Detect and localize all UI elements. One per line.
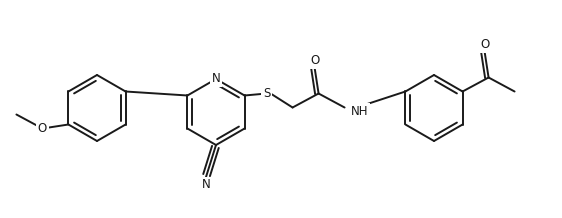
Text: N: N (212, 73, 220, 85)
Text: S: S (263, 87, 270, 100)
Text: N: N (202, 179, 210, 191)
Text: O: O (310, 54, 319, 67)
Text: NH: NH (351, 105, 368, 118)
Text: O: O (480, 38, 489, 51)
Text: O: O (38, 122, 47, 135)
